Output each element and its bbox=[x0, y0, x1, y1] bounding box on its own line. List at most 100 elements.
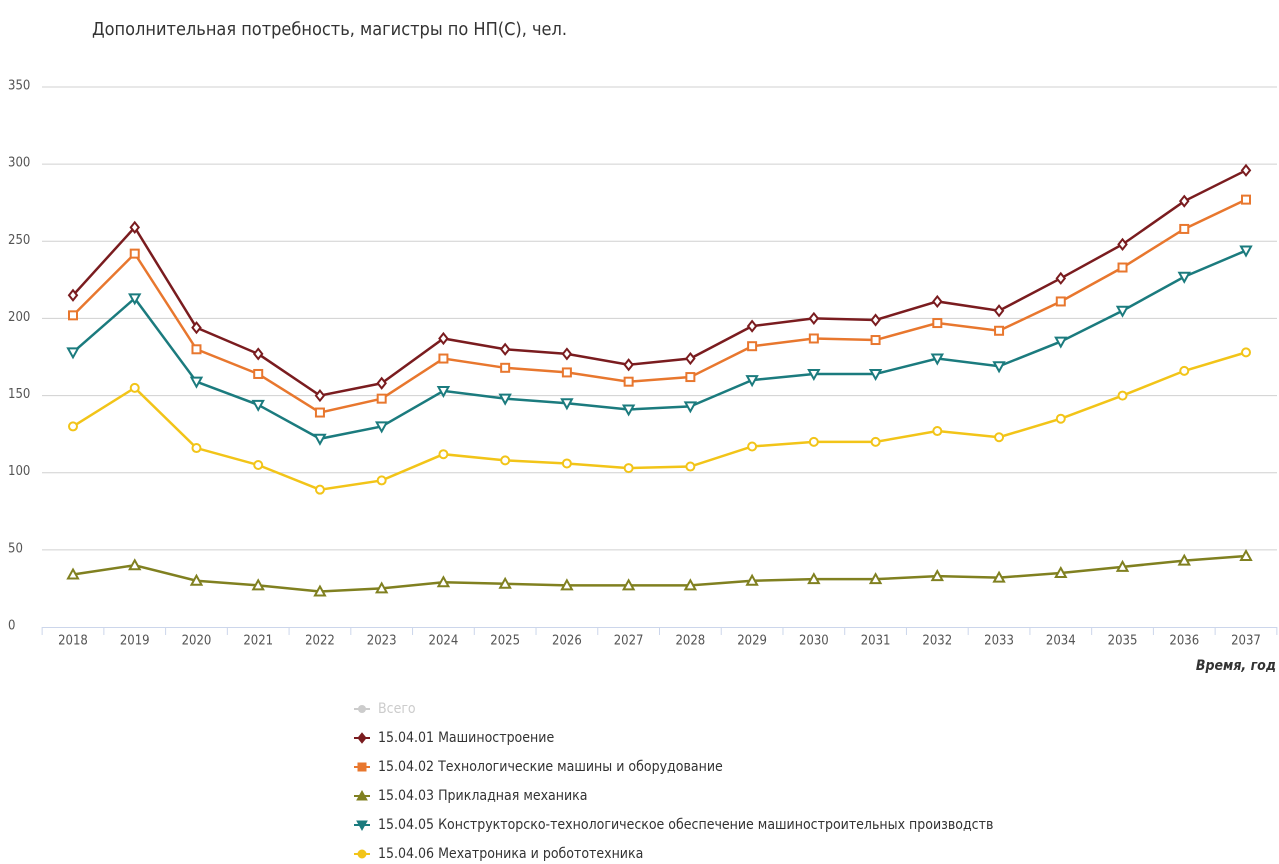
x-tick-label: 2020 bbox=[182, 634, 212, 649]
x-tick-label: 2031 bbox=[861, 634, 891, 649]
y-tick-label: 250 bbox=[8, 233, 30, 248]
legend-label: 15.04.06 Мехатроника и робототехника bbox=[378, 846, 643, 862]
marker bbox=[129, 382, 140, 393]
x-tick-label: 2025 bbox=[490, 634, 520, 649]
x-tick-label: 2019 bbox=[120, 634, 150, 649]
marker bbox=[561, 367, 572, 378]
y-tick-label: 300 bbox=[8, 156, 30, 171]
marker bbox=[438, 331, 449, 346]
x-tick-label: 2022 bbox=[305, 634, 335, 649]
marker bbox=[992, 361, 1006, 374]
marker bbox=[747, 341, 758, 352]
marker bbox=[1178, 194, 1190, 208]
marker bbox=[1055, 413, 1066, 424]
y-tick-label: 50 bbox=[8, 541, 23, 556]
marker bbox=[1177, 271, 1191, 284]
x-tick-label: 2026 bbox=[552, 634, 582, 649]
marker bbox=[1177, 553, 1191, 566]
series bbox=[66, 548, 1253, 597]
legend-label: 15.04.03 Прикладная механика bbox=[378, 788, 588, 804]
marker bbox=[376, 376, 387, 390]
y-tick-label: 150 bbox=[8, 387, 30, 402]
series bbox=[66, 245, 1253, 446]
marker bbox=[1241, 347, 1251, 358]
x-tick-label: 2034 bbox=[1046, 634, 1076, 649]
marker bbox=[683, 401, 698, 414]
marker bbox=[623, 376, 634, 387]
marker bbox=[621, 578, 636, 591]
x-tick-label: 2024 bbox=[429, 634, 459, 649]
x-tick-label: 2018 bbox=[58, 634, 88, 649]
marker bbox=[623, 463, 634, 474]
chart-title: Дополнительная потребность, магистры по … bbox=[92, 19, 567, 40]
marker bbox=[1115, 559, 1130, 572]
marker bbox=[357, 732, 367, 744]
x-tick-label: 2032 bbox=[922, 634, 952, 649]
marker bbox=[560, 398, 574, 411]
marker bbox=[621, 404, 636, 417]
marker bbox=[191, 321, 202, 335]
marker bbox=[1179, 223, 1190, 234]
marker bbox=[356, 789, 368, 801]
marker bbox=[314, 388, 326, 403]
marker bbox=[67, 288, 79, 302]
legend-marker bbox=[358, 705, 366, 713]
marker bbox=[314, 484, 325, 495]
legend-label: 15.04.05 Конструкторско-технологическое … bbox=[378, 817, 993, 833]
marker bbox=[807, 368, 821, 382]
x-tick-label: 2028 bbox=[675, 634, 705, 649]
marker bbox=[251, 578, 265, 591]
marker bbox=[870, 335, 881, 346]
legend-label: Всего bbox=[378, 701, 416, 717]
marker bbox=[808, 333, 819, 344]
marker bbox=[932, 318, 943, 329]
x-tick-label: 2027 bbox=[614, 634, 644, 649]
marker bbox=[1239, 245, 1253, 258]
marker bbox=[560, 578, 574, 591]
marker bbox=[746, 319, 758, 333]
series-line bbox=[72, 554, 1247, 593]
marker bbox=[808, 311, 820, 326]
marker bbox=[499, 342, 511, 356]
marker bbox=[314, 407, 325, 418]
marker bbox=[374, 581, 389, 594]
marker bbox=[189, 376, 204, 389]
marker bbox=[191, 344, 202, 355]
marker bbox=[436, 385, 451, 399]
x-tick-label: 2030 bbox=[799, 634, 829, 649]
marker bbox=[685, 372, 696, 383]
marker bbox=[1054, 565, 1068, 578]
marker bbox=[1117, 390, 1128, 401]
marker bbox=[1117, 237, 1128, 251]
marker bbox=[930, 569, 945, 582]
marker bbox=[808, 436, 819, 447]
marker bbox=[129, 248, 140, 259]
marker bbox=[807, 572, 821, 585]
marker bbox=[189, 573, 204, 586]
marker bbox=[313, 433, 327, 446]
marker bbox=[500, 455, 511, 466]
marker bbox=[1055, 271, 1067, 285]
x-tick-label: 2023 bbox=[367, 634, 397, 649]
marker bbox=[992, 570, 1006, 583]
y-tick-label: 100 bbox=[8, 464, 30, 479]
marker bbox=[993, 304, 1005, 318]
marker bbox=[252, 347, 264, 361]
marker bbox=[1241, 194, 1251, 205]
marker bbox=[436, 575, 451, 588]
marker bbox=[1239, 548, 1253, 562]
marker bbox=[683, 578, 698, 591]
marker bbox=[128, 558, 142, 571]
marker bbox=[438, 449, 449, 460]
marker bbox=[685, 351, 696, 366]
series bbox=[68, 347, 1251, 495]
marker bbox=[745, 375, 759, 388]
marker bbox=[745, 573, 759, 586]
marker bbox=[930, 353, 945, 366]
marker bbox=[870, 436, 881, 447]
marker bbox=[932, 294, 943, 309]
marker bbox=[1115, 305, 1130, 318]
series-line bbox=[72, 351, 1247, 491]
